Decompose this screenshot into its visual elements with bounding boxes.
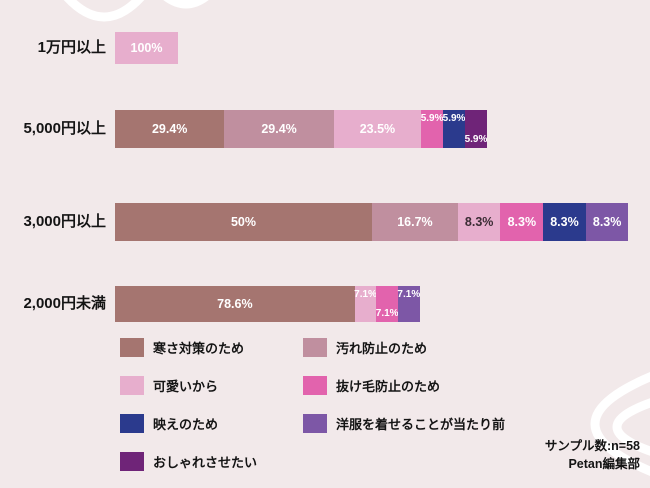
bar-segment-value-label: 100% — [130, 41, 163, 55]
bar-segment-cute: 100% — [115, 32, 178, 64]
bar-segment-stylish: 5.9% — [465, 110, 487, 148]
chart-row: 5,000円以上 29.4% 29.4% 23.5% 5.9% 5.9% 5.9% — [0, 110, 650, 148]
row-category-label: 2,000円未満 — [23, 295, 106, 312]
bar-segment-value-label: 29.4% — [261, 122, 297, 136]
row-category-label: 1万円以上 — [37, 39, 106, 56]
bar-segment-value-label: 23.5% — [359, 122, 396, 136]
bar-segment-cute: 23.5% — [333, 110, 422, 148]
bar-segment-dirt: 29.4% — [224, 110, 334, 148]
bar-segment-dirt: 16.7% — [372, 203, 458, 241]
bar-segment-cold: 50% — [115, 203, 372, 241]
bar-segment-value-label: 8.3% — [592, 215, 622, 229]
bar-segment-value-label: 78.6% — [217, 297, 253, 311]
bar-segment-value-label: 7.1% — [397, 289, 421, 300]
bar-segment-cold: 29.4% — [115, 110, 225, 148]
bar-segment-shedding: 7.1% — [375, 286, 399, 322]
bar-segment-value-label: 8.3% — [464, 215, 494, 229]
chart-row: 2,000円未満 78.6% 7.1% 7.1% 7.1% — [0, 286, 650, 322]
bar-segment-shedding: 8.3% — [500, 203, 544, 241]
bar-segment-value-label: 7.1% — [354, 289, 377, 300]
bar-segment-value-label: 5.9% — [442, 113, 466, 124]
footer: サンプル数:n=58 Petan編集部 — [545, 437, 640, 475]
bar-segment-value-label: 7.1% — [375, 308, 399, 319]
row-category-label: 5,000円以上 — [23, 120, 106, 137]
bar-segment-natural: 7.1% — [397, 286, 421, 322]
bar-segment-value-label: 29.4% — [151, 122, 188, 136]
bar-segment-value-label: 50% — [230, 215, 257, 229]
bar-segment-cute: 8.3% — [457, 203, 501, 241]
sample-size-text: サンプル数:n=58 — [544, 438, 640, 453]
bar-segment-value-label: 5.9% — [420, 113, 444, 124]
chart-row: 3,000円以上 50% 16.7% 8.3% 8.3% 8.3% 8.3% — [0, 203, 650, 241]
bar-segment-cute: 7.1% — [354, 286, 377, 322]
bar-segment-photogenic: 5.9% — [443, 110, 465, 148]
credit-text: Petan編集部 — [568, 457, 640, 472]
bar-segment-value-label: 16.7% — [397, 215, 433, 229]
bar-segment-natural: 8.3% — [585, 203, 629, 241]
bar-segment-cold: 78.6% — [115, 286, 355, 322]
bar-track: 50% 16.7% 8.3% 8.3% 8.3% 8.3% — [115, 203, 629, 241]
bar-segment-value-label: 8.3% — [507, 215, 537, 229]
bar-track: 78.6% 7.1% 7.1% 7.1% — [115, 286, 420, 322]
row-category-label: 3,000円以上 — [23, 213, 106, 230]
bar-segment-value-label: 5.9% — [464, 134, 488, 145]
chart-row: 1万円以上 100% — [0, 32, 650, 64]
bar-track: 100% — [115, 32, 178, 64]
bar-segment-photogenic: 8.3% — [543, 203, 586, 241]
bar-track: 29.4% 29.4% 23.5% 5.9% 5.9% 5.9% — [115, 110, 487, 148]
bar-segment-value-label: 8.3% — [550, 215, 579, 229]
bar-segment-shedding: 5.9% — [421, 110, 443, 148]
